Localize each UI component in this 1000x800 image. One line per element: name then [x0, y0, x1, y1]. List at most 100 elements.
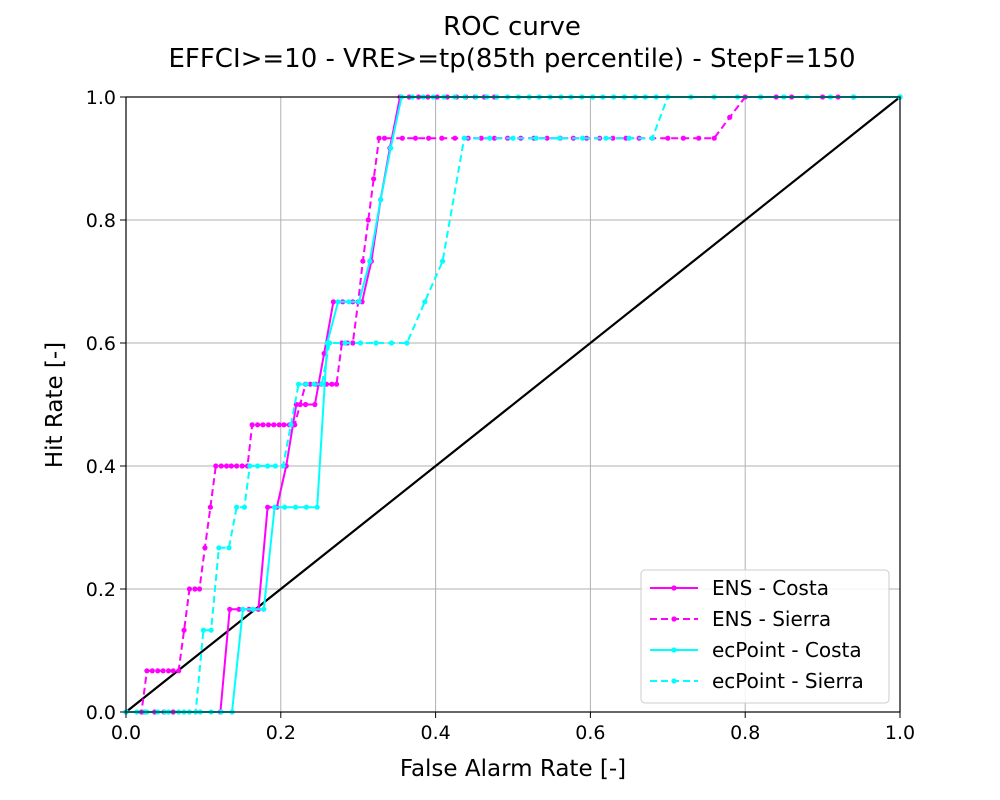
data-point [378, 197, 384, 203]
data-point [371, 176, 377, 182]
data-point [296, 381, 302, 387]
data-point [311, 381, 317, 387]
data-point [649, 135, 655, 141]
data-point [603, 135, 609, 141]
data-point [388, 340, 395, 346]
data-point [192, 586, 198, 592]
data-point [404, 340, 410, 346]
data-point [307, 381, 313, 387]
data-point [265, 463, 271, 469]
data-point [302, 401, 309, 408]
data-point [303, 381, 309, 387]
data-point [544, 135, 550, 141]
data-point [265, 504, 271, 510]
data-point [250, 606, 256, 612]
data-point [319, 381, 325, 387]
x-tick-label: 0.2 [266, 722, 296, 744]
data-point [610, 135, 616, 141]
data-point [260, 422, 266, 428]
data-point [208, 627, 214, 633]
data-point [176, 668, 182, 674]
data-point [272, 504, 278, 510]
data-point [412, 135, 419, 141]
data-point [218, 463, 224, 469]
data-point [727, 114, 733, 120]
data-point [288, 422, 294, 428]
legend-swatch-marker [671, 678, 677, 684]
legend-label: ecPoint - Sierra [712, 669, 864, 693]
data-point [271, 422, 277, 428]
series-line-ecpoint-sierra [126, 96, 900, 713]
legend: ENS - Costa ENS - Sierra ecPoint - Costa ec… [640, 569, 890, 704]
data-point [181, 627, 187, 633]
data-point [165, 668, 172, 674]
legend-swatch-marker [671, 647, 677, 653]
data-point [422, 299, 428, 305]
legend-swatch-marker [671, 616, 677, 622]
data-point [281, 422, 287, 428]
data-point [272, 463, 278, 469]
plot-frame [125, 96, 901, 713]
data-point [170, 668, 176, 674]
data-point [452, 135, 458, 141]
data-point [234, 463, 240, 469]
data-point [226, 545, 232, 551]
data-point [292, 504, 299, 510]
data-point [330, 299, 337, 305]
y-axis-label: Hit Rate [-] [42, 342, 68, 468]
axis-ticks: 0.0 0.2 0.4 0.6 0.8 1.0 0.0 0.2 0.4 0.6 0.8 1.0 [86, 87, 915, 744]
data-point [335, 299, 341, 305]
data-point [487, 135, 493, 141]
data-point [224, 463, 230, 469]
data-point [381, 135, 388, 141]
data-point [282, 504, 288, 510]
data-point [373, 340, 379, 346]
data-point [356, 299, 362, 305]
data-point [207, 504, 213, 510]
y-tick-label: 0.8 [86, 210, 116, 232]
chart-title: ROC curve [443, 12, 581, 42]
data-point [234, 504, 240, 510]
data-point [321, 350, 327, 357]
data-point [239, 463, 245, 469]
data-point [357, 340, 364, 346]
data-point [200, 627, 206, 633]
x-axis-label: False Alarm Rate [-] [400, 756, 626, 782]
data-point [388, 145, 394, 151]
data-point [155, 668, 161, 674]
data-point [202, 545, 208, 551]
data-point [247, 463, 253, 469]
data-point [533, 135, 539, 141]
data-point [360, 258, 366, 264]
data-point [326, 340, 333, 346]
data-point [367, 258, 373, 264]
data-point [312, 401, 318, 408]
y-tick-label: 0.0 [86, 702, 116, 724]
data-point [240, 606, 246, 612]
data-point [303, 504, 309, 510]
data-point [329, 381, 335, 387]
data-point [228, 463, 234, 469]
data-point [196, 586, 203, 592]
y-tick-label: 0.2 [86, 579, 116, 601]
x-tick-label: 1.0 [885, 722, 915, 744]
series-ecpoint-sierra [123, 94, 903, 715]
data-point [265, 422, 272, 428]
data-point [426, 135, 432, 141]
data-point [144, 668, 150, 674]
data-point [439, 135, 445, 141]
chart-subtitle: EFFCI>=10 - VRE>=tp(85th percentile) - S… [168, 44, 855, 74]
data-point [346, 299, 352, 305]
data-point [580, 135, 586, 141]
data-point [399, 135, 405, 141]
y-tick-label: 0.4 [86, 456, 116, 478]
legend-label: ecPoint - Costa [712, 638, 862, 662]
data-point [491, 135, 498, 141]
data-point [365, 217, 371, 223]
legend-box [640, 569, 890, 704]
y-tick-label: 0.6 [86, 333, 116, 355]
x-tick-label: 0.6 [575, 722, 605, 744]
data-point [261, 606, 267, 612]
data-point [236, 606, 242, 612]
